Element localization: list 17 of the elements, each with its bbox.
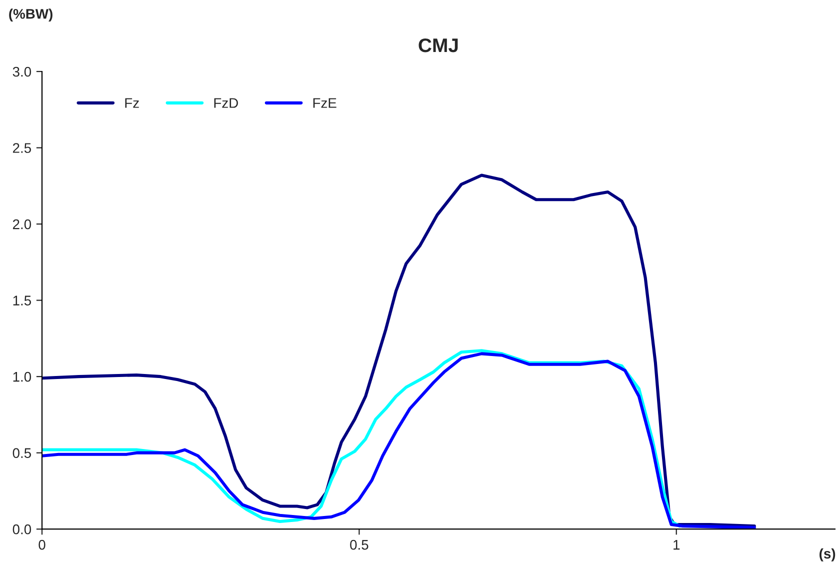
x-tick-label: 0 (38, 540, 46, 550)
x-tick-label: 1 (674, 540, 680, 550)
chart-title: CMJ (418, 38, 458, 52)
x-tick-label: 0.5 (350, 540, 368, 550)
y-axis-title: (%BW) (9, 8, 52, 22)
y-tick-label: 3.0 (12, 66, 32, 77)
y-tick-label: 1.5 (13, 296, 32, 306)
legend-label: Fz (125, 98, 139, 108)
y-tick-label: 1.0 (13, 372, 32, 382)
line-series (42, 174, 756, 528)
y-tick-label: 0.0 (12, 524, 32, 534)
y-tick-label: 0.5 (12, 448, 32, 458)
y-tick-label: 2.0 (12, 219, 32, 230)
legend-label: FzE (313, 98, 336, 108)
x-axis-title: (s) (820, 548, 836, 562)
legend-label: FzD (214, 98, 238, 108)
y-tick-label: 2.5 (12, 143, 32, 153)
